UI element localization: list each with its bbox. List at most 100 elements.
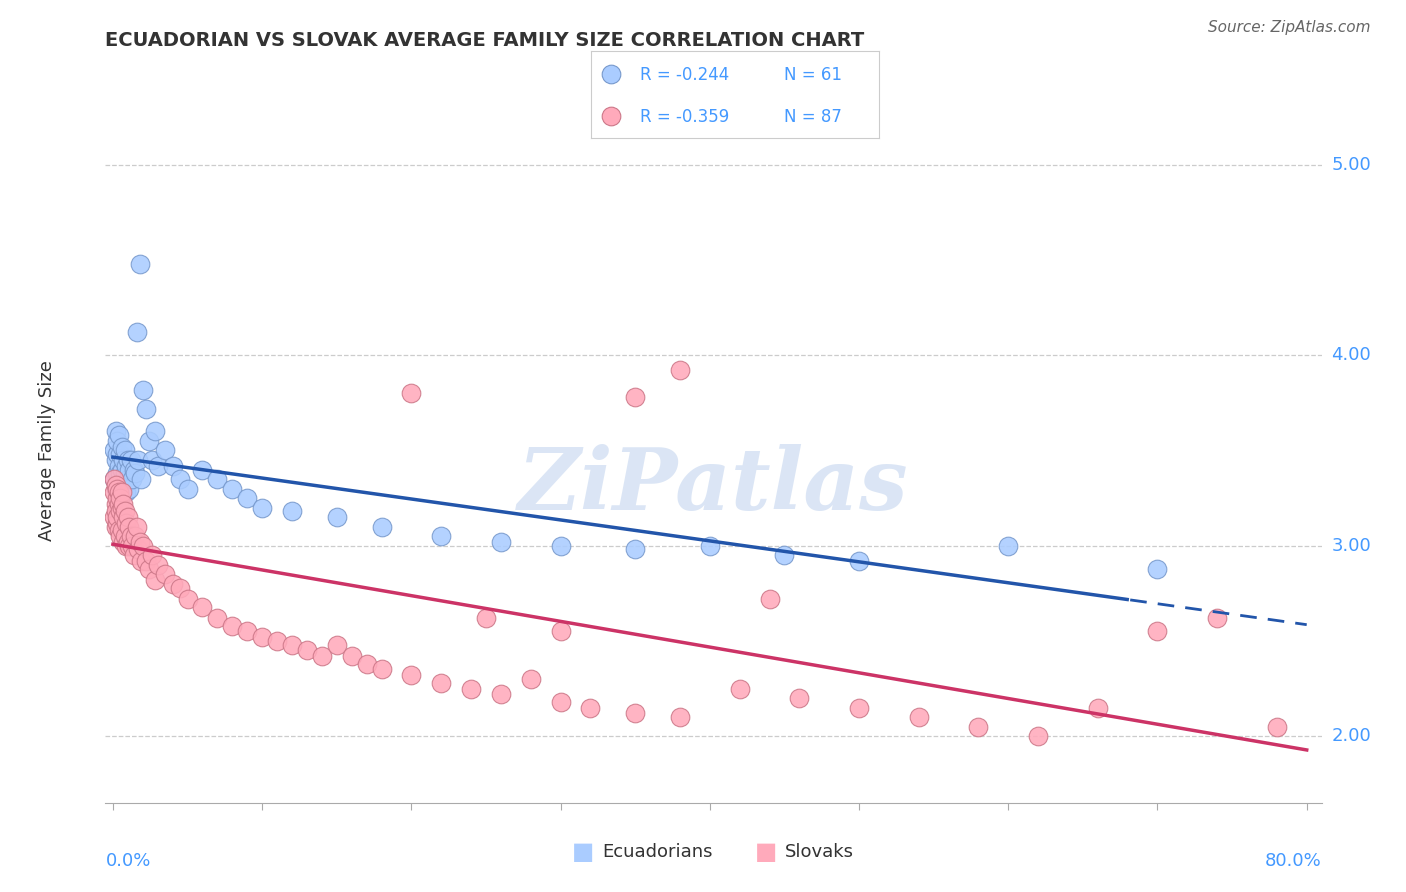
Text: N = 87: N = 87 bbox=[783, 108, 842, 127]
Point bbox=[191, 462, 214, 476]
Point bbox=[250, 630, 273, 644]
Point bbox=[110, 467, 132, 481]
Point bbox=[128, 534, 150, 549]
Point bbox=[125, 326, 148, 340]
Point bbox=[624, 706, 647, 721]
Point bbox=[326, 510, 349, 524]
Point bbox=[108, 524, 131, 538]
Point bbox=[104, 519, 127, 533]
Text: ■: ■ bbox=[572, 840, 595, 863]
Point bbox=[108, 477, 131, 491]
Point bbox=[110, 491, 132, 505]
Point bbox=[599, 109, 621, 123]
Point bbox=[114, 467, 136, 481]
Point bbox=[129, 472, 152, 486]
Text: R = -0.359: R = -0.359 bbox=[640, 108, 728, 127]
Point bbox=[110, 529, 132, 543]
Point bbox=[340, 649, 363, 664]
Point bbox=[848, 554, 870, 568]
Point bbox=[111, 440, 134, 454]
Point bbox=[773, 548, 796, 562]
Point bbox=[104, 477, 127, 491]
Point bbox=[143, 573, 166, 587]
Point bbox=[489, 687, 512, 701]
Point bbox=[579, 700, 602, 714]
Point bbox=[118, 482, 141, 496]
Point bbox=[141, 453, 163, 467]
Text: R = -0.244: R = -0.244 bbox=[640, 66, 728, 85]
Point bbox=[115, 516, 138, 530]
Point bbox=[118, 462, 141, 476]
Text: 4.00: 4.00 bbox=[1331, 346, 1371, 364]
Point bbox=[138, 561, 160, 575]
Point bbox=[475, 611, 498, 625]
Point bbox=[624, 542, 647, 557]
Point bbox=[207, 472, 229, 486]
Point bbox=[105, 510, 128, 524]
Point bbox=[104, 482, 127, 496]
Point bbox=[135, 401, 157, 416]
Point bbox=[848, 700, 870, 714]
Point bbox=[326, 638, 349, 652]
Text: 2.00: 2.00 bbox=[1331, 727, 1371, 745]
Point bbox=[132, 383, 155, 397]
Point bbox=[112, 510, 135, 524]
Point bbox=[124, 467, 146, 481]
Point bbox=[153, 443, 176, 458]
Text: 80.0%: 80.0% bbox=[1265, 852, 1322, 870]
Point bbox=[110, 504, 132, 518]
Point bbox=[108, 428, 131, 442]
Point bbox=[281, 638, 304, 652]
Point bbox=[115, 485, 138, 500]
Point bbox=[108, 497, 131, 511]
Point bbox=[281, 504, 304, 518]
Point bbox=[125, 519, 148, 533]
Point bbox=[143, 425, 166, 439]
Point bbox=[110, 491, 132, 505]
Point bbox=[550, 539, 572, 553]
Point bbox=[105, 434, 128, 448]
Point bbox=[176, 482, 198, 496]
Text: 0.0%: 0.0% bbox=[105, 852, 150, 870]
Point bbox=[108, 458, 131, 473]
Point bbox=[430, 529, 453, 543]
Point bbox=[122, 462, 145, 476]
Point bbox=[207, 611, 229, 625]
Point bbox=[114, 504, 136, 518]
Point bbox=[111, 462, 134, 476]
Point bbox=[1026, 729, 1049, 743]
Text: Source: ZipAtlas.com: Source: ZipAtlas.com bbox=[1208, 20, 1371, 35]
Point bbox=[430, 675, 453, 690]
Point bbox=[111, 524, 134, 538]
Point bbox=[128, 257, 150, 271]
Point bbox=[728, 681, 751, 696]
Point bbox=[115, 458, 138, 473]
Point bbox=[111, 500, 134, 515]
Point bbox=[108, 485, 131, 500]
Point bbox=[141, 548, 163, 562]
Point bbox=[103, 472, 125, 486]
Text: Average Family Size: Average Family Size bbox=[38, 360, 56, 541]
Point bbox=[115, 539, 138, 553]
Point bbox=[907, 710, 929, 724]
Point bbox=[624, 390, 647, 404]
Point bbox=[121, 539, 143, 553]
Point bbox=[550, 695, 572, 709]
Point bbox=[117, 534, 139, 549]
Point bbox=[103, 443, 125, 458]
Point bbox=[401, 668, 423, 682]
Point bbox=[236, 624, 259, 639]
Point bbox=[370, 663, 392, 677]
Point bbox=[176, 592, 198, 607]
Point bbox=[191, 599, 214, 614]
Point bbox=[266, 634, 288, 648]
Point bbox=[519, 672, 541, 686]
Text: 3.00: 3.00 bbox=[1331, 537, 1371, 555]
Point bbox=[146, 458, 169, 473]
Point bbox=[1087, 700, 1109, 714]
Point bbox=[401, 386, 423, 401]
Point bbox=[118, 539, 141, 553]
Point bbox=[104, 453, 127, 467]
Text: Slovaks: Slovaks bbox=[785, 843, 853, 861]
Point bbox=[1206, 611, 1229, 625]
